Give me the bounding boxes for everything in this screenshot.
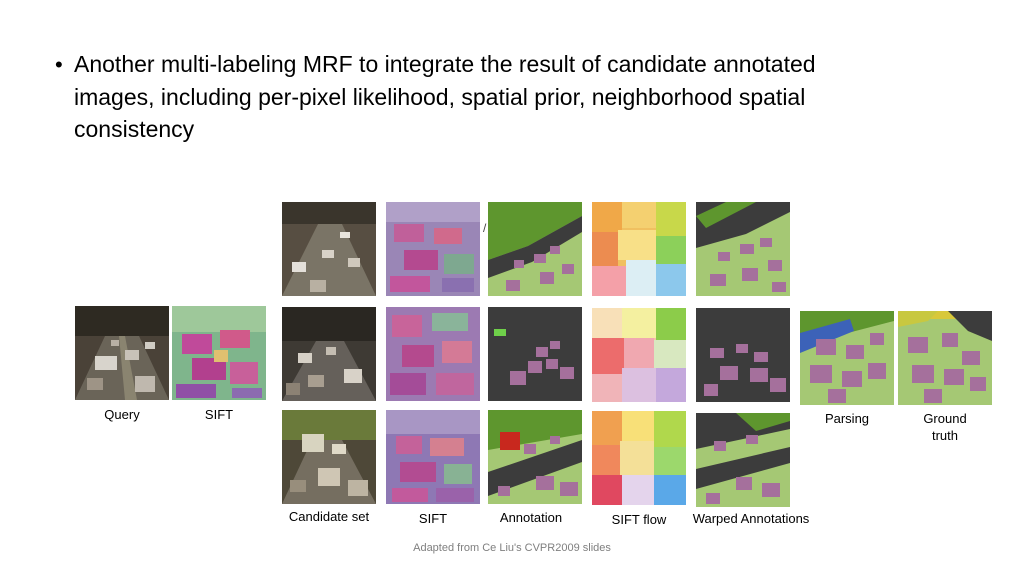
caption-ground-truth: Ground truth	[898, 410, 992, 444]
candidate-photo-3	[282, 410, 376, 504]
query-sift-image	[172, 306, 266, 400]
caption-ground-truth-line1: Ground	[923, 411, 967, 426]
bullet-text: Another multi-labeling MRF to integrate …	[74, 51, 816, 142]
sift-flow-2	[592, 308, 686, 402]
query-photo	[75, 306, 169, 400]
caption-ground-truth-line2: truth	[931, 428, 958, 443]
slide-footer-credit: Adapted from Ce Liu's CVPR2009 slides	[413, 542, 611, 554]
bullet-marker: •	[55, 52, 63, 77]
sift-flow-1	[592, 202, 686, 296]
warped-annotation-3	[696, 413, 790, 507]
candidate-sift-2	[386, 307, 480, 401]
candidate-sift-1	[386, 202, 480, 296]
stray-mark: /	[483, 221, 487, 235]
parsing-result	[800, 311, 894, 405]
warped-annotation-2	[696, 308, 790, 402]
caption-warped-annotations: Warped Annotations	[692, 511, 810, 526]
caption-sift-query: SIFT	[204, 407, 234, 422]
caption-parsing: Parsing	[824, 411, 870, 426]
sift-flow-3	[592, 411, 686, 505]
caption-sift-flow: SIFT flow	[611, 512, 667, 527]
annotation-3	[488, 410, 582, 504]
annotation-2	[488, 307, 582, 401]
candidate-photo-1	[282, 202, 376, 296]
caption-sift-candidates: SIFT	[418, 511, 448, 526]
ground-truth	[898, 311, 992, 405]
warped-annotation-1	[696, 202, 790, 296]
candidate-photo-2	[282, 307, 376, 401]
annotation-1	[488, 202, 582, 296]
caption-annotation: Annotation	[499, 510, 563, 525]
caption-candidate-set: Candidate set	[288, 509, 370, 524]
candidate-sift-3	[386, 410, 480, 504]
caption-query: Query	[104, 407, 140, 422]
bullet-point: • Another multi-labeling MRF to integrat…	[55, 48, 875, 146]
